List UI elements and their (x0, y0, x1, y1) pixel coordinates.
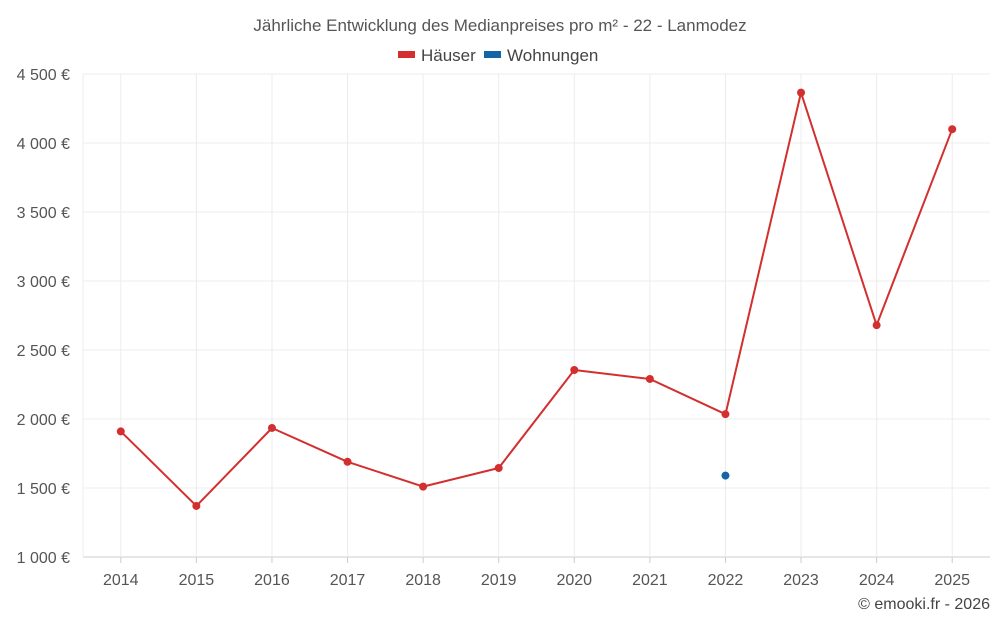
legend-swatch (398, 51, 415, 58)
x-tick-label: 2020 (556, 572, 592, 589)
y-tick-label: 3 500 € (17, 205, 70, 222)
legend-label: Wohnungen (507, 46, 598, 65)
x-tick-label: 2014 (103, 572, 139, 589)
credit-text: © emooki.fr - 2026 (858, 596, 990, 613)
x-tick-label: 2025 (934, 572, 970, 589)
x-tick-label: 2016 (254, 572, 290, 589)
y-tick-label: 3 000 € (17, 274, 70, 291)
series-h-user-point (192, 501, 201, 510)
y-tick-label: 1 500 € (17, 481, 70, 498)
series-h-user-point (721, 410, 730, 419)
y-tick-label: 1 000 € (17, 550, 70, 567)
series-layer (116, 88, 957, 510)
x-tick-label: 2023 (783, 572, 819, 589)
series-h-user-point (267, 423, 276, 432)
x-tick-label: 2022 (708, 572, 744, 589)
series-h-user-point (343, 457, 352, 466)
series-h-user-point (645, 374, 654, 383)
legend-swatch (484, 51, 501, 58)
series-h-user-point (419, 482, 428, 491)
x-tick-label: 2017 (330, 572, 366, 589)
y-tick-label: 2 500 € (17, 343, 70, 360)
x-axis: 2014 2015 2016 2017 2018 2019 2020 2021 2022 2023… (103, 557, 970, 589)
series-h-user-point (570, 366, 579, 375)
x-tick-label: 2024 (859, 572, 895, 589)
x-tick-label: 2018 (405, 572, 441, 589)
series-h-user-line (120, 91, 954, 507)
grid (82, 73, 990, 558)
series-h-user-point (872, 321, 881, 330)
y-tick-label: 4 500 € (17, 67, 70, 84)
chart-title: Jährliche Entwicklung des Medianpreises … (253, 16, 746, 35)
x-tick-label: 2015 (179, 572, 215, 589)
legend-label: Häuser (421, 46, 476, 65)
y-tick-label: 4 000 € (17, 136, 70, 153)
x-tick-label: 2021 (632, 572, 668, 589)
x-tick-label: 2019 (481, 572, 517, 589)
legend: Häuser Wohnungen (398, 46, 598, 65)
series-h-user-point (116, 427, 125, 436)
series-h-user-point (797, 88, 806, 97)
y-tick-label: 2 000 € (17, 412, 70, 429)
y-axis: 1 000 € 1 500 € 2 000 € 2 500 € 3 000 € 3 500… (17, 67, 70, 567)
series-h-user-point (494, 463, 503, 472)
series-h-user-point (948, 125, 957, 134)
series-wohnungen-point (721, 471, 730, 480)
